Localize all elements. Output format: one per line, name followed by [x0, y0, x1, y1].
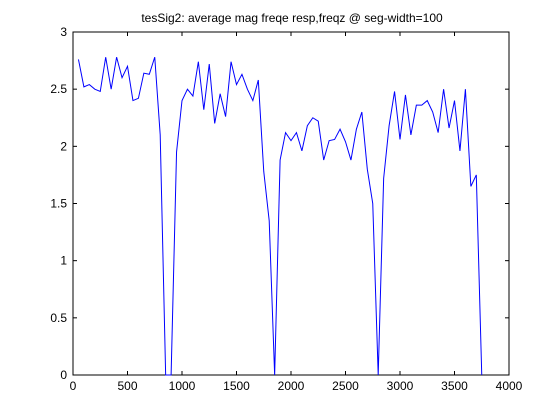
x-tick-label: 4000: [496, 379, 523, 393]
x-tick-label: 1500: [223, 379, 250, 393]
x-tick-label: 500: [117, 379, 137, 393]
x-tick-label: 0: [70, 379, 77, 393]
chart-title: tesSig2: average mag freqe resp,freqz @ …: [141, 11, 443, 25]
y-axis: 0 0.5 1 1.5 2 2.5 3: [50, 25, 509, 382]
y-tick-label: 2: [60, 139, 67, 153]
y-tick-label: 3: [60, 25, 67, 39]
y-tick-label: 0.5: [50, 311, 67, 325]
plot-area: [72, 31, 510, 376]
x-tick-label: 3000: [387, 379, 414, 393]
y-tick-label: 0: [60, 368, 67, 382]
y-tick-label: 2.5: [50, 82, 67, 96]
x-tick-label: 2500: [332, 379, 359, 393]
series-layer: [77, 56, 483, 376]
y-tick-label: 1.5: [50, 197, 67, 211]
x-tick-label: 2000: [278, 379, 305, 393]
series-line: [77, 56, 483, 376]
y-tick-label: 1: [60, 254, 67, 268]
x-tick-label: 3500: [441, 379, 468, 393]
x-axis: 0 500 1000 1500 2000 2500 3000 3500 4000: [70, 32, 523, 393]
x-tick-label: 1000: [169, 379, 196, 393]
